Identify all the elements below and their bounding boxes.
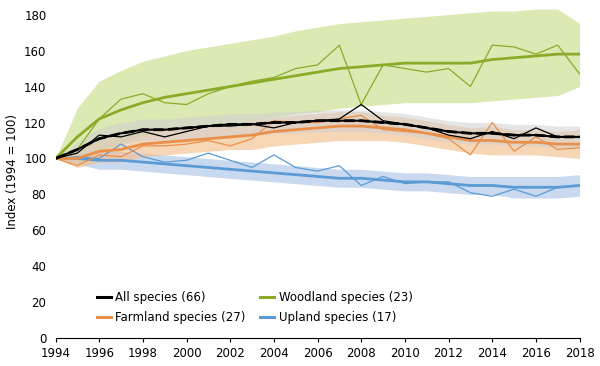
Legend: All species (66), Farmland species (27), Woodland species (23), Upland species (: All species (66), Farmland species (27),… — [92, 287, 418, 329]
Y-axis label: Index (1994 = 100): Index (1994 = 100) — [5, 115, 19, 229]
